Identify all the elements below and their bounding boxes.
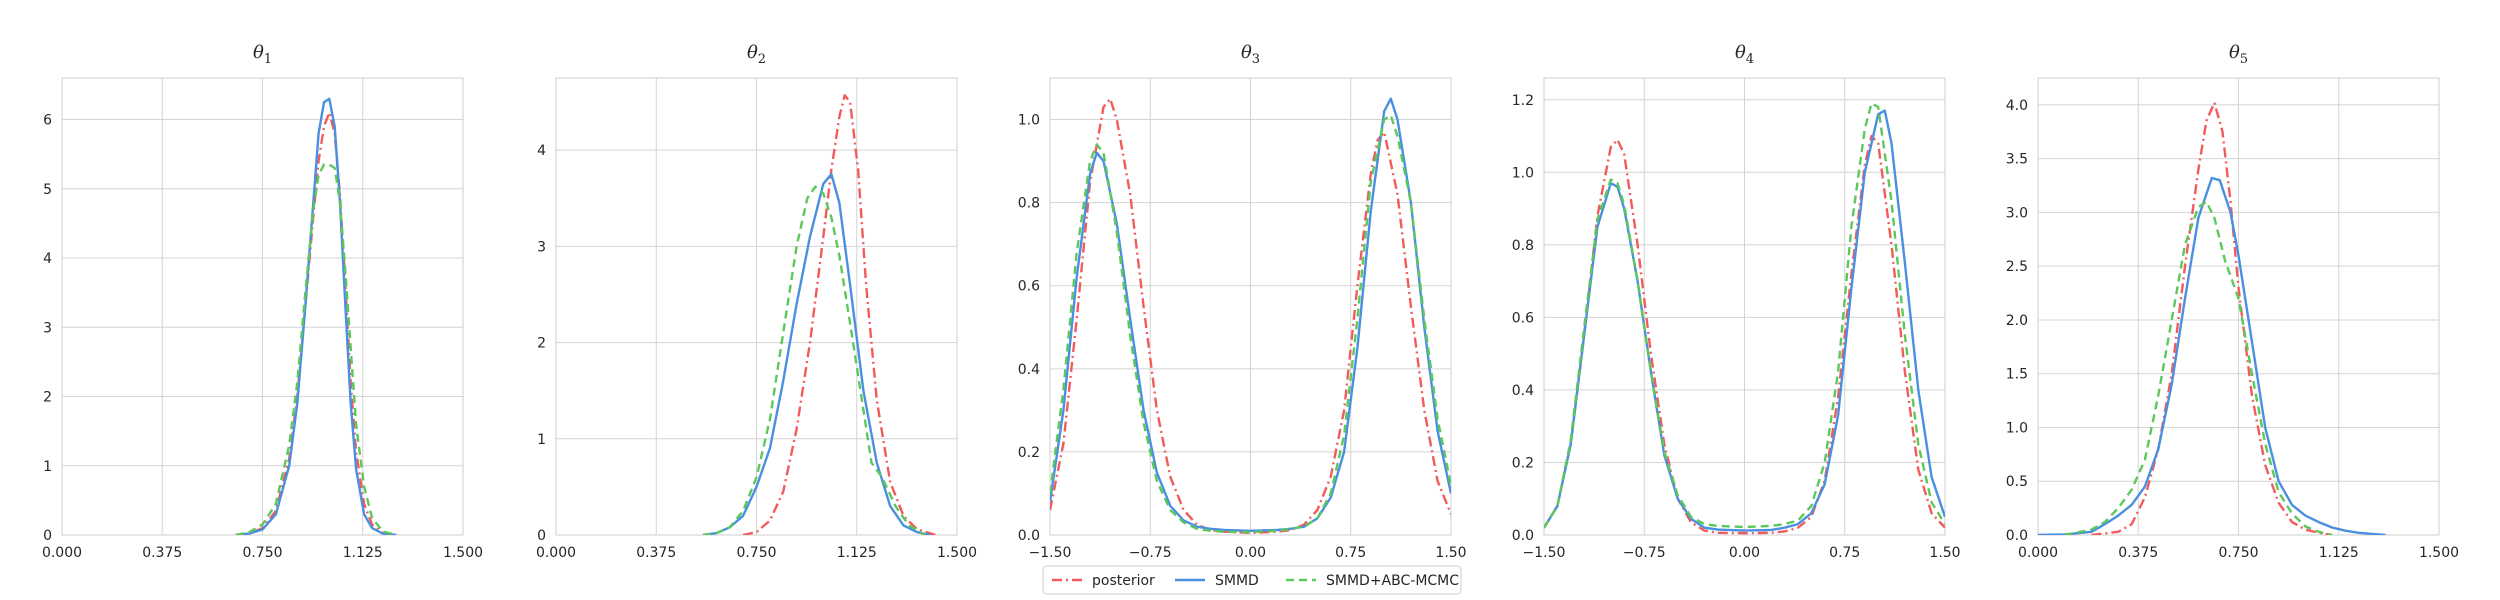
panel-title: θ4	[1735, 42, 1754, 67]
series-line-posterior	[1544, 134, 1945, 535]
panel-title: θ3	[1241, 42, 1260, 67]
y-tick-label: 0.5	[2006, 474, 2028, 490]
legend: posterior SMMD SMMD+ABC-MCMC	[1042, 565, 1462, 595]
series-line-posterior	[235, 111, 397, 535]
y-tick-label: 6	[43, 113, 52, 129]
y-tick-label: 3	[537, 239, 546, 255]
panel-3: −1.50 −0.75 0.00 0.75 1.50 0.0 0.2 0.4 0.6 0.8 1.0…	[1018, 42, 1467, 561]
x-tick-label: 0.750	[736, 545, 776, 561]
x-tick-label: 0.000	[536, 545, 576, 561]
y-tick-label: 0.2	[1018, 445, 1040, 461]
x-tick-label: −0.75	[1129, 545, 1172, 561]
panel-title: θ2	[747, 42, 766, 67]
y-tick-label: 2.5	[2006, 259, 2028, 275]
y-tick-label: 0.4	[1512, 383, 1534, 399]
panel-title: θ1	[253, 42, 272, 67]
x-tick-label: 1.125	[2319, 545, 2359, 561]
y-tick-label: 0.6	[1018, 279, 1040, 295]
x-tick-label: −1.50	[1029, 545, 1072, 561]
series-line-smmd-abc-mcmc	[1544, 102, 1945, 529]
y-tick-label: 0.0	[1018, 528, 1040, 544]
axes-frame	[61, 77, 464, 536]
panel-5: 0.000 0.375 0.750 1.125 1.500 0.0 0.5 1.0 1.5 2.0…	[2006, 42, 2459, 561]
axes-frame	[1049, 77, 1452, 536]
series-line-smmd	[235, 97, 397, 535]
y-tick-label: 2.0	[2006, 313, 2028, 329]
x-tick-label: 0.75	[1335, 545, 1366, 561]
y-tick-label: 0.8	[1018, 196, 1040, 212]
y-tick-label: 0.4	[1018, 362, 1040, 378]
y-tick-label: 1.0	[1018, 113, 1040, 129]
x-tick-label: 1.50	[1929, 545, 1960, 561]
axes-frame	[1543, 77, 1946, 536]
y-tick-label: 0	[43, 528, 52, 544]
y-tick-label: 0.8	[1512, 238, 1534, 254]
axes-frame	[2037, 77, 2440, 536]
legend-label: SMMD+ABC-MCMC	[1326, 573, 1459, 589]
legend-box	[1042, 565, 1462, 595]
y-tick-label: 4.0	[2006, 98, 2028, 114]
series-line-smmd	[1050, 97, 1451, 532]
x-tick-label: 1.125	[343, 545, 383, 561]
y-tick-label: 3.0	[2006, 205, 2028, 221]
y-tick-label: 4	[43, 251, 52, 267]
series-line-smmd-abc-mcmc	[235, 163, 397, 535]
x-tick-label: −1.50	[1523, 545, 1566, 561]
x-tick-label: 1.50	[1435, 545, 1466, 561]
x-tick-label: 1.500	[937, 545, 977, 561]
series-line-posterior	[742, 94, 936, 535]
x-tick-label: 0.375	[142, 545, 182, 561]
y-tick-label: 0.0	[2006, 528, 2028, 544]
y-tick-label: 1.2	[1512, 93, 1534, 109]
y-tick-label: 0.2	[1512, 455, 1534, 471]
y-tick-label: 1	[537, 432, 546, 448]
x-tick-label: 1.500	[443, 545, 483, 561]
series-line-smmd-abc-mcmc	[2064, 200, 2333, 535]
y-tick-label: 0.6	[1512, 310, 1534, 326]
y-tick-label: 2	[537, 336, 546, 352]
y-tick-label: 0.0	[1512, 528, 1534, 544]
x-tick-label: 1.125	[837, 545, 877, 561]
x-tick-label: 0.000	[2018, 545, 2058, 561]
x-tick-label: 1.500	[2419, 545, 2459, 561]
panel-title: θ5	[2229, 42, 2248, 67]
series-line-smmd	[702, 173, 931, 535]
x-tick-label: −0.75	[1623, 545, 1666, 561]
x-tick-label: 0.750	[242, 545, 282, 561]
y-tick-label: 3.5	[2006, 152, 2028, 168]
y-tick-label: 1.0	[2006, 420, 2028, 436]
y-tick-label: 0	[537, 528, 546, 544]
y-tick-label: 2	[43, 390, 52, 406]
x-tick-label: 0.00	[1729, 545, 1760, 561]
series-line-posterior	[2091, 101, 2333, 535]
y-tick-label: 1	[43, 459, 52, 475]
panel-1: 0.000 0.375 0.750 1.125 1.500 0 1 2 3 4 5 6 θ1	[42, 42, 483, 561]
legend-label: posterior	[1092, 573, 1155, 589]
y-tick-label: 4	[537, 143, 546, 159]
y-tick-label: 3	[43, 320, 52, 336]
panel-4: −1.50 −0.75 0.00 0.75 1.50 0.0 0.2 0.4 0.6 0.8 1.0…	[1512, 42, 1961, 561]
series-line-smmd-abc-mcmc	[702, 185, 926, 535]
series-line-smmd	[2038, 176, 2386, 535]
axes-frame	[555, 77, 958, 536]
x-tick-label: 0.000	[42, 545, 82, 561]
legend-label: SMMD	[1215, 573, 1259, 589]
x-tick-label: 0.750	[2218, 545, 2258, 561]
y-tick-label: 1.5	[2006, 367, 2028, 383]
x-tick-label: 0.75	[1829, 545, 1860, 561]
y-tick-label: 1.0	[1512, 165, 1534, 181]
y-tick-label: 5	[43, 182, 52, 198]
x-tick-label: 0.375	[2118, 545, 2158, 561]
x-tick-label: 0.00	[1235, 545, 1266, 561]
x-tick-label: 0.375	[636, 545, 676, 561]
panel-2: 0.000 0.375 0.750 1.125 1.500 0 1 2 3 4 θ2	[536, 42, 977, 561]
